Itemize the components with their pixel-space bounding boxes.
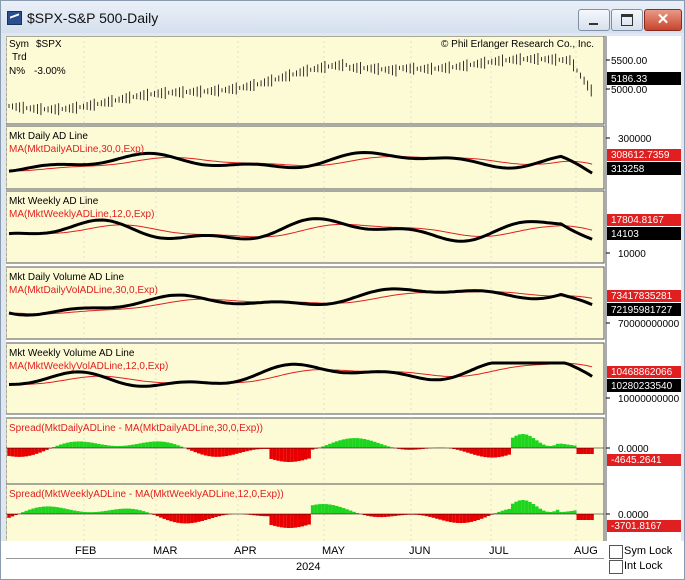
value-tag-text: 14103 [611,229,639,240]
pct-value: -3.00% [34,66,66,77]
panel-title: Mkt Daily Volume AD Line [9,272,124,283]
panel-ma-label: MA(MktWeeklyADLine,12,0,Exp) [9,209,154,220]
indicator-line [8,287,593,317]
month-label: APR [234,545,257,557]
ma-tag-text: 17804.8167 [611,215,664,226]
panel-tick-label: 300000 [618,134,652,145]
price-tick-label: 5000.00 [611,85,648,96]
ma-tag-text: -4645.2641 [611,455,662,466]
ma-tag-text: 308612.7359 [611,150,670,161]
indicator-line [8,151,593,175]
chart-svg[interactable]: Sym $SPX Trd N% -3.00% © Phil Erlanger Resear… [5,35,681,547]
panel-ma-label: MA(MktDailyADLine,30,0,Exp) [9,144,144,155]
panel-tick-label: 0.0000 [618,510,649,521]
month-label: AUG [574,545,598,557]
value-tag-text: 10280233540 [611,381,673,392]
panel-ma-label: MA(MktWeeklyVolADLine,12,0,Exp) [9,361,168,372]
panel-tick-label: 0.0000 [618,444,649,455]
ma-line [9,156,593,172]
panel-title: Mkt Daily AD Line [9,131,88,142]
month-label: JUL [489,545,509,557]
sym-label: Sym [9,39,29,50]
panel-tick-label: 10000000000 [618,394,680,405]
price-tag [607,72,681,85]
indicator-line [8,217,593,243]
panel-title: Mkt Weekly AD Line [9,196,99,207]
panel-ma-label: MA(MktDailyVolADLine,30,0,Exp) [9,285,158,296]
panel-title: Mkt Weekly Volume AD Line [9,348,135,359]
value-tag-text: 313258 [611,164,645,175]
value-tag [607,303,681,316]
maximize-icon [621,14,633,26]
value-tag [607,227,681,240]
indicator-line [8,361,593,388]
ma-tag-text: 10468862066 [611,367,673,378]
price-tick-label: 5500.00 [611,56,648,67]
int-lock-label: Int Lock [624,560,663,572]
sym-lock-label: Sym Lock [624,545,673,557]
panel-tick-label: 10000 [618,249,646,260]
ma-line [9,223,593,238]
month-label: JUN [409,545,431,557]
trd-label: Trd [12,52,27,63]
ma-tag [607,290,681,302]
pct-label: N% [9,66,25,77]
close-button[interactable]: ✕ [644,9,682,31]
panel-tick-label: 70000000000 [618,319,680,330]
sym-value: $SPX [36,39,62,50]
chart-app-icon [7,11,22,25]
value-tag-text: 72195981727 [611,305,673,316]
maximize-button[interactable] [611,9,643,31]
panel-bg [5,35,605,125]
bottom-bar: Sym Lock Int Lock FEB MAR APR MAY JUN JUL AUG 2… [1,541,684,579]
minimize-button[interactable] [578,9,610,31]
chart-area[interactable]: Sym $SPX Trd N% -3.00% © Phil Erlanger Resear… [5,35,681,547]
title-bar[interactable]: $SPX-S&P 500-Daily ✕ [1,1,684,33]
year-divider [6,558,604,559]
panel-bg [5,125,605,190]
month-label: MAY [322,545,346,557]
ma-tag [607,214,681,226]
ma-tag-text: -3701.8167 [611,521,662,532]
ma-tag [607,520,681,532]
year-label: 2024 [296,561,321,573]
value-tag [607,379,681,392]
value-tag [607,162,681,175]
minimize-icon [589,23,598,25]
panel-title: Spread(MktDailyADLine - MA(MktDailyADLin… [9,423,263,434]
copyright-text: © Phil Erlanger Research Co., Inc. [441,39,594,50]
month-label: FEB [75,545,97,557]
ma-tag [607,149,681,161]
month-label: MAR [153,545,178,557]
window-title: $SPX-S&P 500-Daily [27,10,159,26]
ma-tag [607,454,681,466]
panel-title: Spread(MktWeeklyADLine - MA(MktWeeklyADL… [9,489,284,500]
ma-tag-text: 73417835281 [611,291,673,302]
int-lock-checkbox[interactable] [609,560,623,574]
close-icon: ✕ [656,11,670,28]
ma-tag [607,366,681,378]
sym-lock-checkbox[interactable] [609,545,623,559]
price-tag-text: 5186.33 [611,74,648,85]
